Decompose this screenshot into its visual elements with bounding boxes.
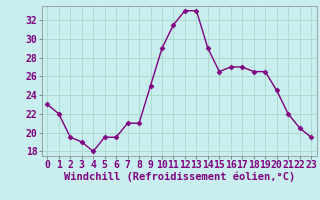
X-axis label: Windchill (Refroidissement éolien,°C): Windchill (Refroidissement éolien,°C) bbox=[64, 172, 295, 182]
